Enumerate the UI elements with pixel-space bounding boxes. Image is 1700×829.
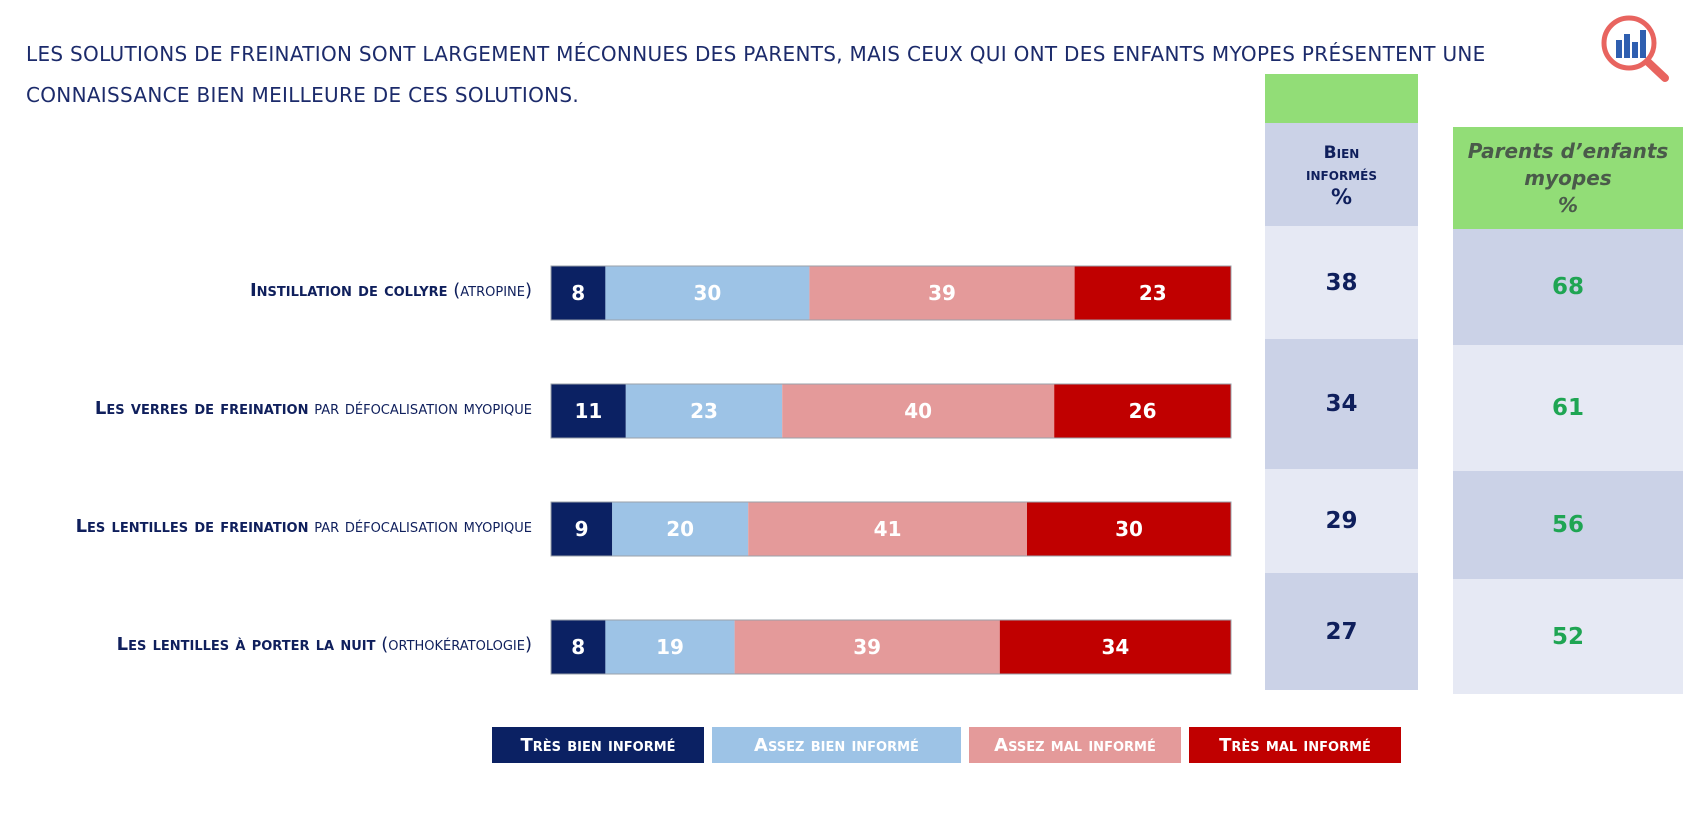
bar-outline — [550, 383, 1232, 439]
bar-segment-tres-bien — [551, 502, 613, 556]
bar-value-label: 9 — [575, 517, 589, 541]
parents-myopes-value: 61 — [1453, 345, 1683, 471]
parents-myopes-value: 68 — [1453, 229, 1683, 345]
bar-segment-assez-mal — [782, 384, 1055, 438]
bar-segment-assez-bien — [605, 266, 810, 320]
bar-value-label: 26 — [1129, 399, 1157, 423]
parents-myopes-column: Parents d’enfants myopes % 68 61 56 52 — [1453, 127, 1683, 694]
bien-informes-header-accent — [1265, 74, 1418, 123]
bar-segment-assez-mal — [809, 266, 1075, 320]
parents-myopes-header-line1: Parents d’enfants — [1467, 138, 1669, 163]
bien-informes-column: Bien informés % 38 34 29 27 — [1265, 123, 1418, 690]
row-label-bold: Les lentilles à porter la nuit — [116, 634, 376, 655]
bar-value-label: 19 — [656, 635, 684, 659]
bar-segment-assez-mal — [748, 502, 1027, 556]
parents-myopes-value: 56 — [1453, 471, 1683, 579]
magnifier-bar-chart-icon — [1601, 15, 1669, 82]
row-label-rest: (orthokératologie) — [375, 634, 532, 655]
bien-informes-value: 29 — [1265, 469, 1418, 573]
bar-value-label: 23 — [1139, 281, 1167, 305]
legend-item-tres-bien: Très bien informé — [492, 727, 704, 763]
row-label-rest: (atropine) — [447, 280, 532, 301]
bien-informes-header-line1: Bien — [1323, 142, 1360, 163]
bien-informes-value: 34 — [1265, 339, 1418, 469]
bar-value-label: 8 — [571, 281, 585, 305]
bar-outline — [550, 501, 1232, 557]
bar-segment-tres-mal — [999, 620, 1231, 674]
bar-value-label: 11 — [574, 399, 602, 423]
bar-value-label: 40 — [904, 399, 932, 423]
parents-myopes-header-unit: % — [1557, 192, 1579, 217]
bar-value-label: 8 — [571, 635, 585, 659]
bar-value-label: 39 — [853, 635, 881, 659]
row-label-rest: par défocalisation myopique — [308, 398, 532, 419]
row-label-bold: Instillation de collyre — [249, 280, 448, 301]
row-label: Les lentilles à porter la nuit (orthokér… — [0, 634, 532, 655]
legend-item-tres-mal: Très mal informé — [1189, 727, 1401, 763]
bar-segment-assez-bien — [612, 502, 749, 556]
row-label: Les verres de freination par défocalisat… — [0, 398, 532, 419]
bien-informes-header-unit: % — [1330, 184, 1353, 209]
row-label-bold: Les verres de freination — [94, 398, 309, 419]
parents-myopes-header: Parents d’enfants myopes % — [1453, 127, 1683, 229]
bar-segment-tres-mal — [1027, 502, 1231, 556]
row-label-bold: Les lentilles de freination — [75, 516, 309, 537]
bar-value-label: 20 — [666, 517, 694, 541]
bar-segment-tres-mal — [1054, 384, 1231, 438]
bar-value-label: 23 — [690, 399, 718, 423]
bar-value-label: 41 — [874, 517, 902, 541]
row-label: Les lentilles de freination par défocali… — [0, 516, 532, 537]
bar-outline — [550, 265, 1232, 321]
bien-informes-value: 27 — [1265, 573, 1418, 690]
bar-segment-tres-bien — [551, 620, 606, 674]
bar-value-label: 30 — [693, 281, 721, 305]
bar-segment-tres-bien — [551, 266, 606, 320]
bar-segment-tres-mal — [1074, 266, 1231, 320]
row-label: Instillation de collyre (atropine) — [0, 280, 532, 301]
bar-value-label: 39 — [928, 281, 956, 305]
legend-item-assez-bien: Assez bien informé — [712, 727, 961, 763]
bien-informes-value: 38 — [1265, 226, 1418, 339]
parents-myopes-value: 52 — [1453, 579, 1683, 694]
legend-item-assez-mal: Assez mal informé — [969, 727, 1181, 763]
bar-outline — [550, 619, 1232, 675]
row-label-rest: par défocalisation myopique — [308, 516, 532, 537]
bar-value-label: 30 — [1115, 517, 1143, 541]
bien-informes-header-line2: informés — [1306, 164, 1377, 185]
bar-segment-assez-bien — [625, 384, 783, 438]
bar-segment-assez-bien — [605, 620, 735, 674]
bar-value-label: 34 — [1101, 635, 1129, 659]
parents-myopes-header-line2: myopes — [1524, 165, 1612, 190]
bar-segment-assez-mal — [734, 620, 1000, 674]
bar-segment-tres-bien — [551, 384, 626, 438]
page-title: Les solutions de freination sont largeme… — [26, 42, 1486, 107]
bien-informes-header: Bien informés % — [1265, 123, 1418, 226]
